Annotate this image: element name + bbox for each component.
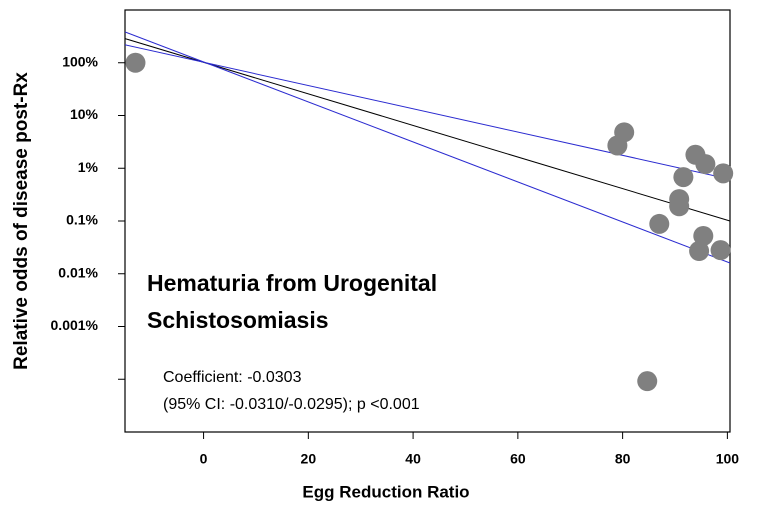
point [669, 196, 690, 217]
point [649, 213, 670, 234]
y-axis-label: Relative odds of disease post-Rx [11, 72, 32, 370]
x-tick-label: 0 [200, 451, 208, 467]
regression-line [124, 38, 731, 222]
regression-line [124, 44, 731, 180]
point [125, 52, 146, 73]
point [695, 154, 716, 175]
y-tick-label: 100% [62, 53, 98, 69]
point [673, 167, 694, 188]
annotation: (95% CI: -0.0310/-0.0295); p <0.001 [163, 396, 420, 413]
x-axis-label: Egg Reduction Ratio [302, 482, 469, 501]
y-tick-label: 1% [78, 159, 99, 175]
y-tick-label: 0.001% [51, 317, 99, 333]
x-tick-label: 20 [301, 451, 317, 467]
regression-line [124, 31, 731, 264]
point [689, 240, 710, 261]
point [693, 225, 714, 246]
chart-title: Hematuria from Urogenital [147, 270, 437, 296]
y-tick-label: 0.01% [58, 264, 98, 280]
point [614, 122, 635, 143]
y-tick-label: 10% [70, 106, 99, 122]
y-tick-label: 0.1% [66, 212, 98, 228]
point [637, 371, 658, 392]
x-tick-label: 60 [510, 451, 526, 467]
chart-title: Schistosomiasis [147, 307, 329, 333]
x-tick-label: 80 [615, 451, 631, 467]
x-tick-label: 100 [716, 451, 740, 467]
point [710, 240, 731, 261]
point [713, 163, 734, 184]
annotation: Coefficient: -0.0303 [163, 369, 302, 386]
x-tick-label: 40 [405, 451, 421, 467]
